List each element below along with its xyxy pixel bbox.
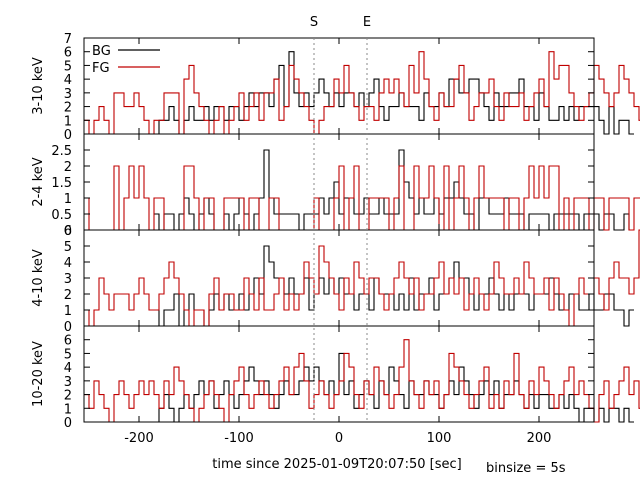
y-tick-label-2-2: 1 <box>64 192 72 207</box>
y-tick-label-3-3: 3 <box>64 272 72 287</box>
legend-label-fg: FG <box>92 61 110 76</box>
y-tick-label-4-1: 1 <box>64 402 72 417</box>
y-tick-label-2-4: 2 <box>64 160 72 175</box>
series-fg-panel-4 <box>84 339 640 423</box>
y-tick-label-1-1: 1 <box>64 114 72 129</box>
series-fg-panel-3 <box>84 229 640 327</box>
y-tick-label-3-4: 4 <box>64 256 72 271</box>
y-tick-label-2-0: 0 <box>64 224 72 239</box>
y-tick-label-3-6: 6 <box>64 224 72 239</box>
y-tick-label-3-2: 2 <box>64 288 72 303</box>
y-tick-label-3-5: 5 <box>64 240 72 255</box>
series-fg-panel-1 <box>84 51 640 135</box>
y-tick-label-2-3: 1.5 <box>51 176 72 191</box>
y-tick-label-1-0: 0 <box>64 128 72 143</box>
y-tick-label-4-6: 6 <box>64 334 72 349</box>
panel-2: 00.511.522.5 2-4 keV <box>31 133 640 239</box>
x-tick-label-0: -200 <box>124 431 154 446</box>
y-tick-label-1-3: 3 <box>64 87 72 102</box>
y-tick-label-2-1: 0.5 <box>51 208 72 223</box>
binsize-label: binsize = 5s <box>486 461 566 476</box>
y-tick-label-1-2: 2 <box>64 101 72 116</box>
x-axis: -200 -100 0 100 200 <box>124 431 551 446</box>
series-fg-panel-2 <box>84 165 640 231</box>
y-tick-label-2-5: 2.5 <box>51 144 72 159</box>
y-tick-label-4-4: 4 <box>64 361 72 376</box>
y-tick-label-1-4: 4 <box>64 73 72 88</box>
x-tick-label-3: 100 <box>427 431 452 446</box>
series-bg-panel-4 <box>154 352 634 423</box>
y-tick-label-4-2: 2 <box>64 389 72 404</box>
y-tick-label-4-0: 0 <box>64 416 72 431</box>
y-tick-label-4-3: 3 <box>64 375 72 390</box>
legend: BG FG <box>92 44 160 76</box>
x-tick-label-2: 0 <box>335 431 343 446</box>
x-tick-label-4: 200 <box>527 431 552 446</box>
y-tick-label-1-7: 7 <box>64 32 72 47</box>
y-axis-label-2: 2-4 keV <box>31 157 46 206</box>
x-axis-label: time since 2025-01-09T20:07:50 [sec] <box>212 457 461 472</box>
legend-label-bg: BG <box>92 44 111 59</box>
y-axis-label-1: 3-10 keV <box>31 57 46 115</box>
marker-label-e: E <box>363 15 371 30</box>
y-tick-label-3-0: 0 <box>64 320 72 335</box>
y-axis-label-4: 10-20 keV <box>31 341 46 407</box>
y-axis-label-3: 4-10 keV <box>31 249 46 307</box>
marker-label-s: S <box>310 15 318 30</box>
y-tick-label-4-5: 5 <box>64 347 72 362</box>
y-tick-label-3-1: 1 <box>64 304 72 319</box>
y-tick-label-1-6: 6 <box>64 46 72 61</box>
y-tick-label-1-5: 5 <box>64 59 72 74</box>
x-tick-label-1: -100 <box>224 431 254 446</box>
